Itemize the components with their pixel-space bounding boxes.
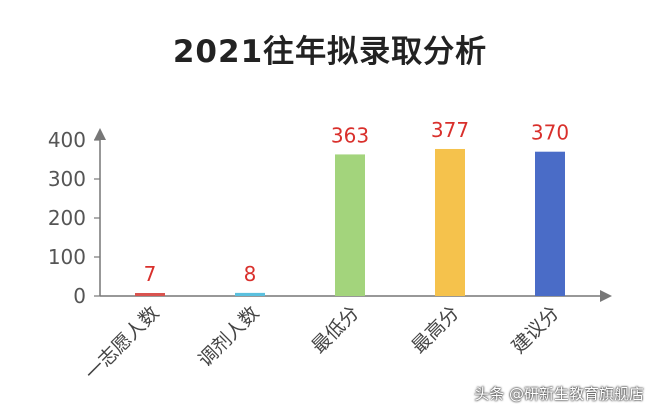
category-label: 最低分 (308, 302, 364, 358)
chart-title: 2021往年拟录取分析 (172, 34, 488, 70)
data-label: 377 (431, 118, 469, 142)
bar (135, 293, 165, 296)
data-label: 7 (144, 262, 157, 286)
y-tick-label: 300 (48, 167, 86, 191)
category-label: 最高分 (408, 302, 464, 358)
category-label: 调剂人数 (194, 302, 263, 371)
data-label: 8 (244, 262, 257, 286)
y-axis-arrow (94, 128, 106, 140)
y-tick-label: 200 (48, 206, 86, 230)
bar (535, 151, 565, 296)
y-tick-label: 400 (48, 128, 86, 152)
bar (235, 292, 265, 296)
data-label: 363 (331, 123, 369, 147)
data-label: 370 (531, 121, 569, 145)
x-axis-arrow (600, 290, 612, 302)
y-tick-label: 0 (73, 284, 86, 308)
bar (435, 148, 465, 296)
watermark: 头条 @研新生教育旗舰店 (474, 385, 644, 403)
y-tick-label: 100 (48, 245, 86, 269)
bar (335, 154, 365, 296)
category-label: 建议分 (508, 302, 564, 358)
category-label: 一志愿人数 (81, 302, 164, 385)
